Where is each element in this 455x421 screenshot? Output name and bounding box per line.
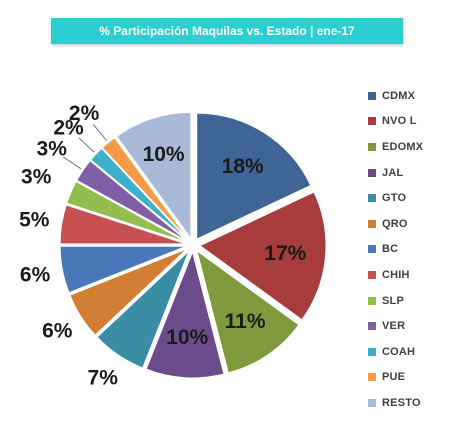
pie-slice-jal: [145, 250, 225, 379]
legend-item-coah: COAH: [368, 339, 452, 365]
legend-swatch: [368, 373, 376, 382]
chart-title-bar: % Participación Maquilas vs. Estado | en…: [51, 18, 403, 44]
legend-item-nvo-l: NVO L: [368, 109, 452, 135]
data-label-jal: 10%: [166, 326, 208, 349]
legend-label: QRO: [382, 217, 408, 230]
pie-slice-coah: [90, 147, 189, 241]
data-label-gto: 7%: [88, 366, 119, 389]
legend-swatch: [368, 117, 376, 126]
data-label-chih: 5%: [19, 208, 50, 231]
legend-swatch: [368, 194, 376, 203]
legend-swatch: [368, 142, 376, 151]
legend-label: GTO: [382, 192, 407, 205]
pie-slice-nvo-l: [198, 191, 327, 321]
data-label-resto: 10%: [143, 143, 185, 166]
legend-swatch: [368, 219, 376, 228]
pie-slice-gto: [96, 250, 190, 369]
legend-swatch: [368, 245, 376, 254]
leader-line-coah: [78, 137, 95, 153]
leader-line-pue: [92, 123, 107, 141]
legend-label: CDMX: [382, 89, 416, 102]
data-label-nvo-l: 17%: [264, 242, 306, 265]
chart-legend: CDMX NVO L EDOMX JAL GTO QRO BC CHIH SLP VER COAH P…: [368, 83, 452, 416]
legend-swatch: [368, 398, 376, 407]
pie-slice-cdmx: [196, 112, 312, 240]
legend-label: COAH: [382, 345, 416, 358]
data-label-edomx: 11%: [225, 310, 266, 333]
legend-swatch: [368, 347, 376, 356]
data-label-bc: 6%: [20, 264, 51, 287]
pie-slice-resto: [116, 111, 192, 240]
legend-swatch: [368, 168, 376, 177]
leader-line-ver: [63, 156, 82, 170]
legend-item-pue: PUE: [368, 365, 452, 391]
legend-swatch: [368, 91, 376, 100]
chart-title: % Participación Maquilas vs. Estado | en…: [99, 24, 355, 38]
legend-swatch: [368, 322, 376, 331]
legend-label: RESTO: [382, 396, 421, 409]
pie-slice-qro: [69, 248, 188, 336]
pie-slice-bc: [59, 245, 187, 294]
data-label-cdmx: 18%: [222, 155, 264, 178]
legend-item-chih: CHIH: [368, 262, 452, 288]
legend-label: SLP: [382, 294, 404, 307]
pie-slice-chih: [59, 204, 187, 245]
legend-item-qro: QRO: [368, 211, 452, 237]
legend-item-resto: RESTO: [368, 390, 452, 416]
legend-swatch: [368, 270, 376, 279]
legend-label: CHIH: [382, 268, 410, 281]
data-label-ver: 3%: [37, 138, 68, 161]
legend-label: VER: [382, 320, 406, 333]
data-label-slp: 3%: [21, 166, 52, 189]
pie-slice-edomx: [196, 249, 300, 374]
data-label-pue: 2%: [69, 102, 100, 125]
legend-label: EDOMX: [382, 140, 424, 153]
legend-item-slp: SLP: [368, 288, 452, 314]
legend-label: JAL: [382, 166, 404, 179]
legend-label: PUE: [382, 371, 406, 384]
legend-item-cdmx: CDMX: [368, 83, 452, 109]
legend-item-edomx: EDOMX: [368, 134, 452, 160]
pie-slice-ver: [76, 160, 188, 242]
legend-item-ver: VER: [368, 313, 452, 339]
legend-swatch: [368, 296, 376, 305]
pie-slice-pue: [101, 136, 189, 240]
legend-label: NVO L: [382, 115, 417, 128]
legend-label: BC: [382, 243, 399, 256]
data-label-coah: 2%: [53, 117, 84, 140]
data-label-qro: 6%: [42, 320, 73, 343]
legend-item-gto: GTO: [368, 185, 452, 211]
pie-slice-slp: [66, 180, 187, 243]
legend-item-jal: JAL: [368, 160, 452, 186]
legend-item-bc: BC: [368, 237, 452, 263]
